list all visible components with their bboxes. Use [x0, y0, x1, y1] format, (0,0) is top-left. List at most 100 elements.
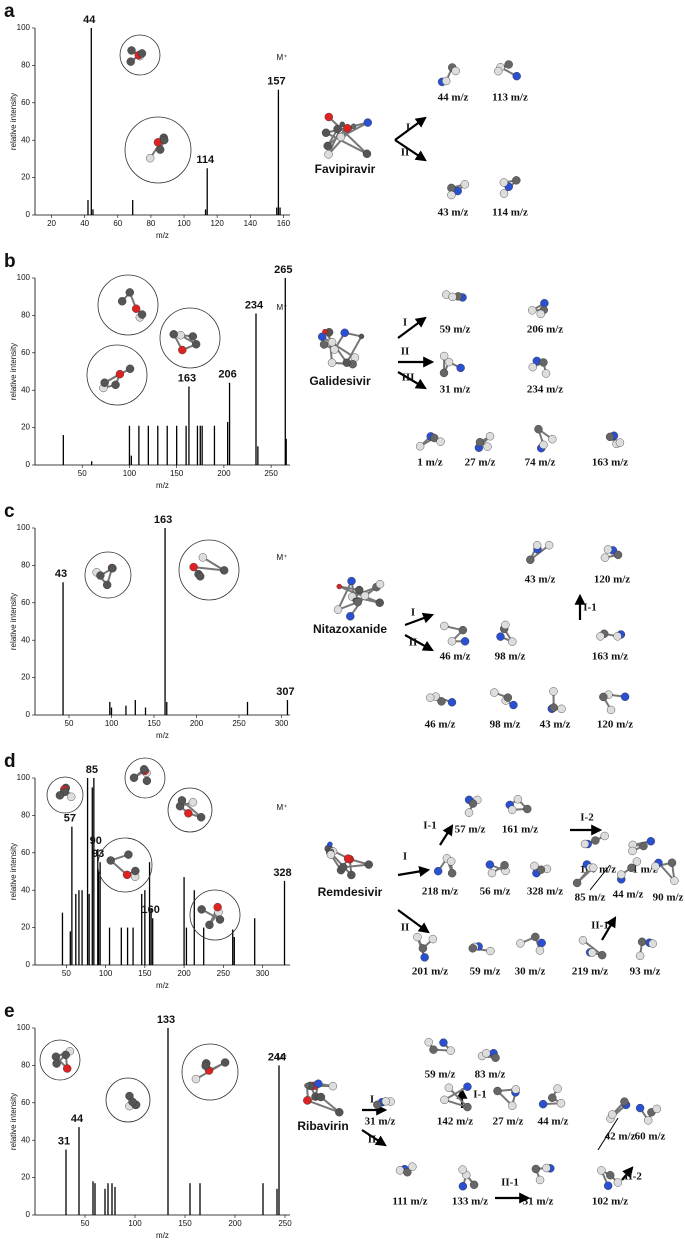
atom [131, 866, 140, 876]
fragment-label: II [401, 346, 410, 358]
atom [458, 1165, 467, 1174]
fragment-label: 46 m/z [425, 719, 456, 731]
fragment-label: I-1 [583, 602, 596, 614]
atom [96, 571, 105, 580]
atom [336, 132, 346, 142]
atom [447, 637, 457, 646]
arrow [394, 116, 427, 141]
atom [538, 1099, 548, 1109]
bond [328, 116, 368, 155]
atom [328, 1081, 338, 1091]
peak-label: 307 [276, 686, 294, 698]
atom [456, 363, 465, 373]
atom [430, 433, 439, 443]
peak-label: 31 [58, 1135, 70, 1147]
bond [443, 1085, 468, 1101]
atom [596, 632, 605, 641]
atom [319, 340, 329, 349]
atom [490, 688, 499, 697]
fragment-label: 31 m/z [523, 1196, 554, 1208]
bond [193, 566, 225, 572]
atom [600, 831, 609, 841]
atom [646, 837, 656, 846]
fragment-label: 27 m/z [465, 457, 496, 469]
atom [219, 566, 229, 575]
atom [536, 865, 546, 874]
y-tick-label: 0 [26, 460, 31, 469]
atom [196, 813, 206, 822]
x-tick-label: 50 [81, 1219, 90, 1228]
fragment-label: 43 m/z [540, 719, 571, 731]
molecular-ion-label: M⁺ [277, 303, 288, 312]
fragment-label: 234 m/z [527, 384, 563, 396]
peak-label: 85 [86, 764, 98, 776]
bond [448, 1087, 469, 1108]
peak-label: 114 [196, 154, 215, 166]
fragment-label: 218 m/z [422, 886, 458, 898]
atom [326, 850, 336, 859]
drug-name: Ribavirin [297, 1119, 348, 1133]
atom [542, 1163, 551, 1173]
atom [303, 1096, 312, 1105]
atom [447, 698, 457, 707]
atom [444, 357, 454, 367]
fragment-label: 59 m/z [440, 324, 471, 336]
atom [191, 340, 201, 349]
atom [336, 583, 342, 590]
atom [347, 576, 356, 586]
peak-label: 163 [154, 514, 172, 526]
atom [556, 1099, 566, 1108]
atom [535, 946, 545, 955]
x-tick-label: 250 [264, 469, 278, 478]
fragment-label: 98 m/z [490, 719, 521, 731]
fragment-label: III [402, 372, 415, 384]
x-tick-label: 100 [99, 969, 113, 978]
atom [52, 1059, 61, 1068]
separator [589, 864, 611, 891]
atom [343, 124, 352, 133]
atom [628, 846, 637, 856]
atom [220, 1058, 230, 1067]
x-axis-title: m/z [156, 231, 169, 240]
atom [338, 863, 348, 872]
atom [340, 328, 349, 337]
atom [613, 550, 623, 560]
atom [460, 637, 470, 646]
fragment-label: 43 m/z [525, 574, 556, 586]
atom [667, 858, 677, 867]
y-axis-title: relative intensity [9, 593, 18, 650]
atom [213, 902, 222, 912]
x-tick-label: 150 [147, 719, 161, 728]
fragment-label: I [403, 851, 407, 863]
y-tick-label: 20 [21, 1173, 30, 1182]
inset-circle [167, 787, 213, 833]
atom [635, 1103, 645, 1113]
fragment-label: 44 m/z [438, 92, 469, 104]
fragment-label: 1 m/z [417, 457, 442, 469]
atom [549, 703, 558, 712]
fragment-label: 60 m/z [635, 1131, 666, 1143]
atom [100, 378, 109, 387]
atom [128, 1097, 137, 1107]
atom [493, 1086, 502, 1096]
atom [395, 1166, 405, 1175]
x-tick-label: 200 [190, 719, 204, 728]
atom [184, 809, 193, 818]
x-tick-label: 50 [65, 719, 74, 728]
atom [446, 1046, 455, 1055]
fragment-label: I-1 [423, 820, 436, 832]
atom [314, 1079, 323, 1088]
atom [617, 870, 626, 879]
fragment-label: II [368, 1134, 377, 1146]
bond [345, 335, 363, 364]
peak-label: 157 [267, 76, 285, 88]
atom [458, 1182, 468, 1191]
atom [122, 870, 132, 880]
atom [428, 934, 438, 944]
bond [181, 799, 202, 818]
atom [330, 345, 339, 354]
atom [516, 939, 525, 948]
atom [648, 939, 657, 948]
atom [499, 178, 509, 187]
atom [429, 1045, 438, 1054]
